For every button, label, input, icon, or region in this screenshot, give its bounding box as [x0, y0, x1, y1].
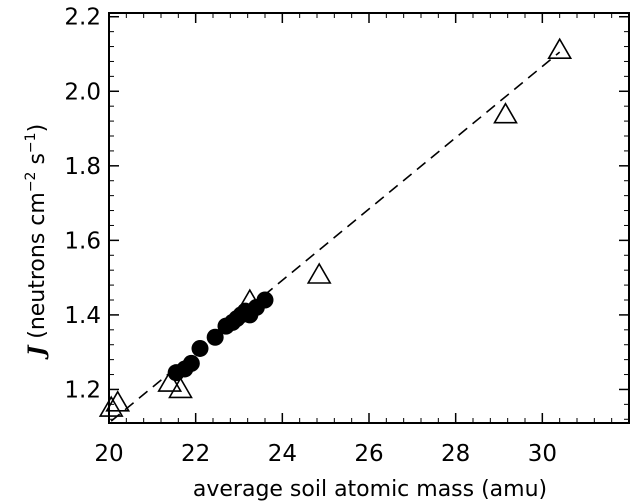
y-tick-label: 1.2: [64, 377, 101, 403]
x-tick-label: 22: [181, 441, 210, 467]
triangle-point: [547, 37, 573, 60]
y-tick-label: 2.2: [64, 5, 101, 31]
y-axis-exp-cm: −2: [23, 172, 39, 193]
circle-point: [182, 354, 200, 372]
x-tick-label: 28: [441, 441, 470, 467]
triangle-point: [306, 262, 332, 284]
circle-point: [206, 328, 224, 346]
triangle-point: [493, 102, 518, 124]
triangle-point: [168, 376, 193, 399]
y-axis-symbol: J: [24, 344, 50, 360]
y-axis-unit-s: s: [25, 153, 50, 171]
x-axis-label: average soil atomic mass (amu): [193, 477, 547, 502]
axis-labels: average soil atomic mass (amu) J (neutro…: [23, 124, 547, 502]
triangle-point: [105, 390, 131, 412]
y-tick-label: 2.0: [64, 79, 101, 105]
y-tick-label: 1.4: [64, 303, 101, 329]
y-tick-label: 1.8: [64, 154, 101, 180]
circle-point: [191, 339, 209, 357]
circle-point: [256, 291, 274, 309]
data-points: [98, 37, 573, 417]
x-tick-label: 20: [94, 441, 123, 467]
x-tick-label: 30: [528, 441, 557, 467]
axis-ticks: 20 22 24 26 28 30 1.2 1.4 1.6 1.8 2.0 2.2: [64, 5, 629, 467]
y-axis-exp-s: −1: [23, 132, 39, 153]
y-axis-label: J (neutrons cm−2 s−1): [23, 124, 50, 360]
y-axis-unit-open: (neutrons cm: [25, 192, 50, 346]
x-tick-label: 26: [354, 441, 383, 467]
triangle-point: [98, 395, 124, 417]
x-tick-label: 24: [268, 441, 297, 467]
triangle-point: [157, 370, 183, 392]
y-tick-label: 1.6: [64, 228, 101, 254]
y-axis-unit-close: ): [25, 124, 50, 133]
